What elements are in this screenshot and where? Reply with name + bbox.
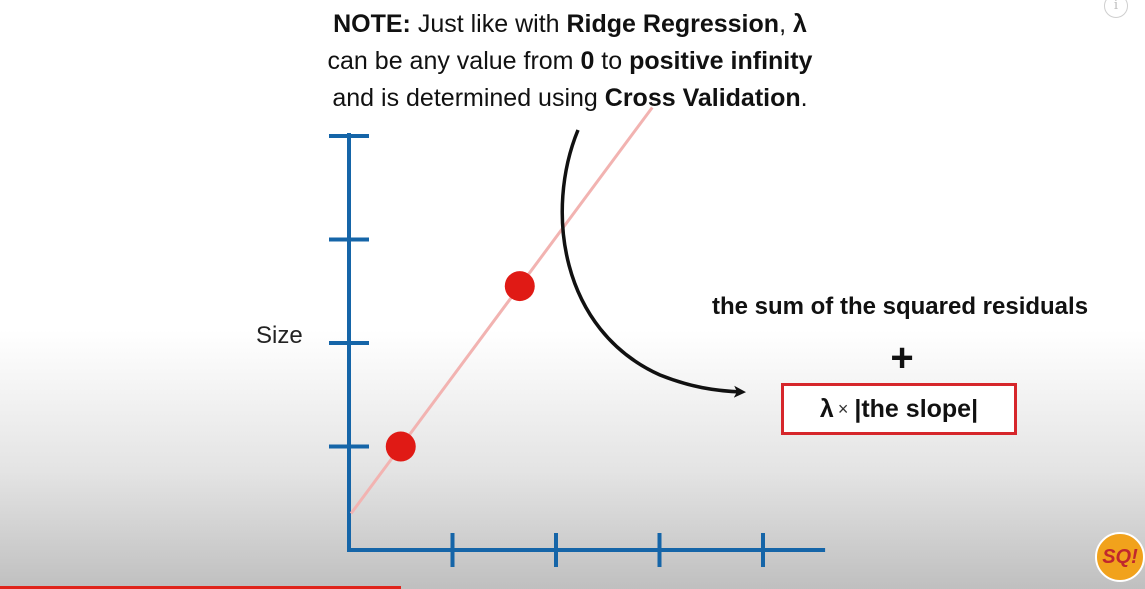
data-point-1 — [385, 431, 416, 462]
slope-term: |the slope| — [854, 394, 979, 423]
note-text: NOTE: Just like with Ridge Regression, λ… — [250, 6, 890, 117]
note-text-1: Just like with — [410, 10, 567, 38]
positive-infinity-term: positive infinity — [629, 47, 813, 75]
info-icon[interactable]: i — [1104, 0, 1128, 18]
note-text-6: . — [800, 84, 808, 112]
note-text-2: , — [779, 10, 793, 38]
plus-sign: + — [890, 336, 914, 380]
note-text-4: to — [594, 47, 630, 75]
times-sign: × — [837, 398, 849, 419]
lambda-term: λ — [792, 10, 807, 38]
lambda-slope-penalty-box: λ × |the slope| — [781, 383, 1017, 435]
zero-term: 0 — [580, 47, 595, 75]
cross-validation-term: Cross Validation — [604, 84, 801, 112]
note-text-3: can be any value from — [327, 47, 581, 75]
note-prefix: NOTE: — [333, 10, 411, 38]
sum-of-squared-residuals-text: the sum of the squared residuals — [711, 293, 1089, 320]
penalty-lambda: λ — [819, 394, 834, 423]
axis-ticks — [329, 134, 765, 567]
ridge-regression-term: Ridge Regression — [566, 10, 780, 38]
y-axis-label: Size — [256, 322, 303, 349]
note-text-5: and is determined using — [332, 84, 605, 112]
curved-arrow — [560, 129, 746, 398]
data-point-2 — [504, 271, 535, 302]
channel-logo-icon[interactable]: SQ! — [1095, 532, 1145, 582]
